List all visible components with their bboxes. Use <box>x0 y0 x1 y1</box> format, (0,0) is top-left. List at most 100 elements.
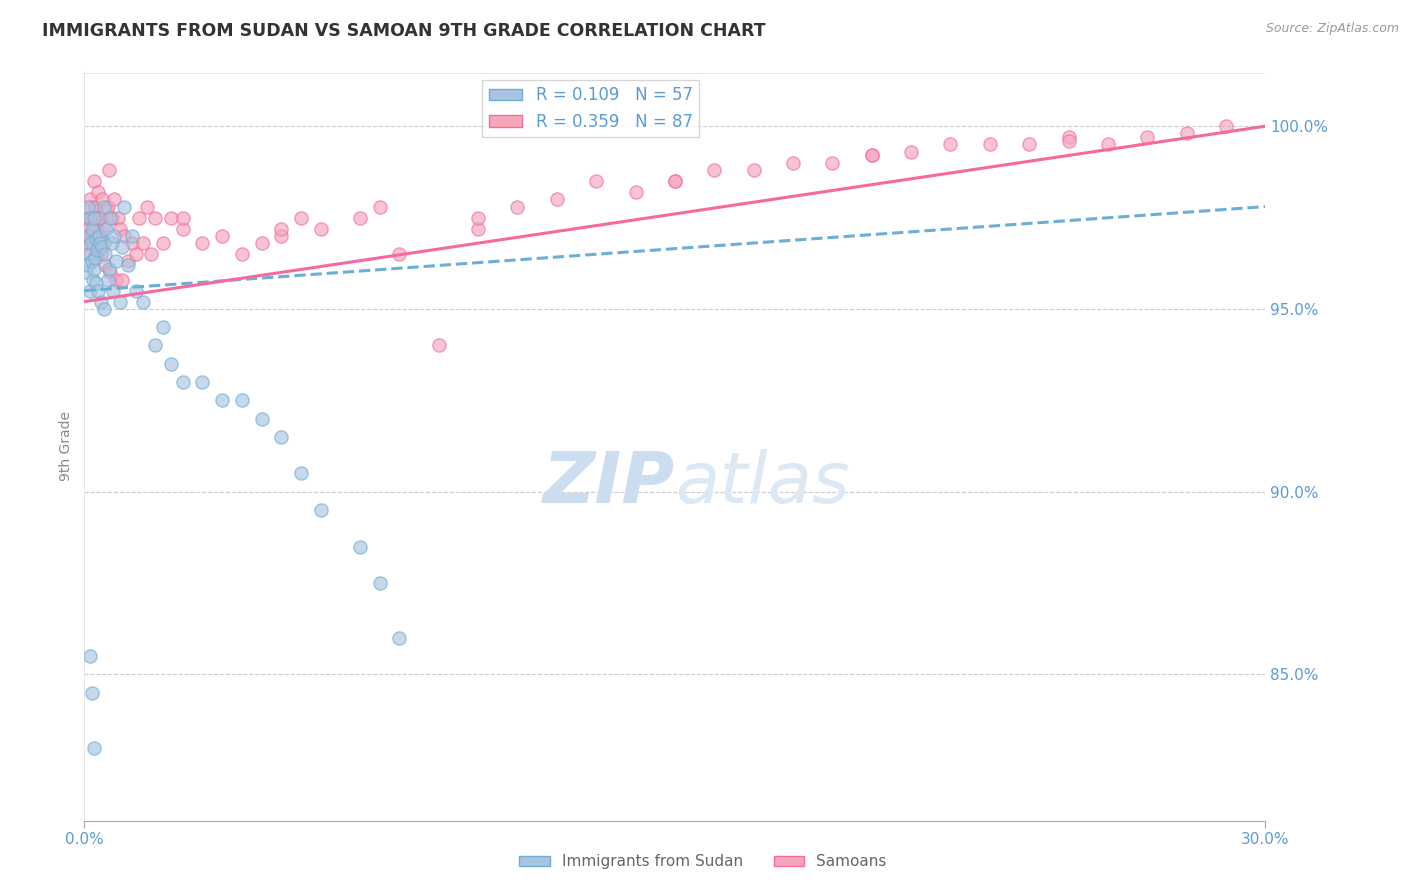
Point <box>1057 134 1080 148</box>
Point <box>742 163 765 178</box>
Point <box>624 185 647 199</box>
Point <box>83 221 105 235</box>
Point <box>1215 119 1237 133</box>
Point <box>90 247 112 261</box>
Point <box>664 174 686 188</box>
Point <box>82 273 104 287</box>
Point <box>84 211 107 225</box>
Point <box>1057 130 1080 145</box>
Point <box>172 221 194 235</box>
Point <box>77 258 100 272</box>
Point <box>211 228 233 243</box>
Point <box>79 211 101 225</box>
Point <box>250 236 273 251</box>
Point <box>136 200 159 214</box>
Point <box>94 203 117 218</box>
Point <box>104 254 127 268</box>
Point <box>108 221 131 235</box>
Point <box>782 155 804 169</box>
Point <box>191 236 214 251</box>
Point <box>546 192 568 206</box>
Point <box>108 294 131 309</box>
Point <box>101 236 124 251</box>
Point <box>111 273 134 287</box>
Point <box>1136 130 1159 145</box>
Point <box>250 411 273 425</box>
Point <box>86 247 108 261</box>
Point <box>309 221 332 235</box>
Point <box>86 244 108 258</box>
Point <box>121 236 143 251</box>
Point <box>77 228 100 243</box>
Point <box>97 163 120 178</box>
Point <box>467 221 489 235</box>
Point <box>82 236 104 251</box>
Point <box>152 236 174 251</box>
Point <box>77 221 100 235</box>
Point <box>89 228 111 243</box>
Point <box>84 251 107 265</box>
Point <box>172 211 194 225</box>
Text: ZIP: ZIP <box>543 449 675 518</box>
Point <box>112 200 135 214</box>
Point <box>89 211 111 225</box>
Point <box>585 174 607 188</box>
Point <box>427 338 450 352</box>
Point <box>93 301 115 316</box>
Point <box>103 192 125 206</box>
Point <box>349 540 371 554</box>
Point <box>860 148 883 162</box>
Point <box>84 247 107 261</box>
Point <box>83 261 105 276</box>
Point <box>89 236 111 251</box>
Point <box>97 200 120 214</box>
Point <box>83 740 105 755</box>
Point <box>82 221 104 235</box>
Point <box>94 221 117 235</box>
Point <box>309 503 332 517</box>
Text: IMMIGRANTS FROM SUDAN VS SAMOAN 9TH GRADE CORRELATION CHART: IMMIGRANTS FROM SUDAN VS SAMOAN 9TH GRAD… <box>42 22 766 40</box>
Point <box>82 211 104 225</box>
Point <box>900 145 922 159</box>
Point <box>76 211 98 225</box>
Point <box>368 200 391 214</box>
Point <box>141 247 163 261</box>
Point <box>79 649 101 664</box>
Point <box>979 137 1001 152</box>
Point <box>132 236 155 251</box>
Point <box>349 211 371 225</box>
Point <box>91 240 114 254</box>
Point <box>270 221 292 235</box>
Point <box>97 261 120 276</box>
Point <box>76 247 98 261</box>
Text: Source: ZipAtlas.com: Source: ZipAtlas.com <box>1265 22 1399 36</box>
Point <box>87 211 110 225</box>
Point <box>290 211 312 225</box>
Point <box>84 200 107 214</box>
Point <box>101 284 124 298</box>
Y-axis label: 9th Grade: 9th Grade <box>59 411 73 481</box>
Point <box>152 320 174 334</box>
Point <box>231 393 253 408</box>
Point <box>211 393 233 408</box>
Point <box>368 576 391 591</box>
Point <box>1097 137 1119 152</box>
Point <box>82 254 104 268</box>
Point <box>103 228 125 243</box>
Point <box>93 200 115 214</box>
Point <box>1018 137 1040 152</box>
Point <box>124 247 146 261</box>
Point <box>83 211 105 225</box>
Point <box>87 185 110 199</box>
Point <box>83 174 105 188</box>
Point <box>93 236 115 251</box>
Point <box>98 265 121 279</box>
Point <box>160 357 183 371</box>
Point <box>143 211 166 225</box>
Point <box>91 192 114 206</box>
Point <box>107 211 129 225</box>
Point <box>191 375 214 389</box>
Point <box>132 294 155 309</box>
Point <box>93 218 115 232</box>
Point <box>117 254 139 268</box>
